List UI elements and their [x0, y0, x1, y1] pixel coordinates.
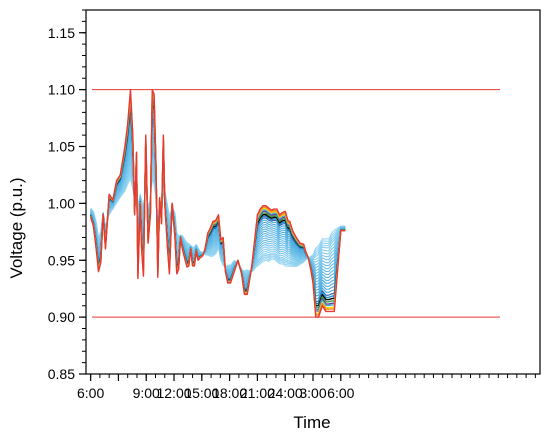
- x-tick-label: 6:00: [327, 385, 354, 401]
- y-tick-label: 1.00: [48, 195, 75, 211]
- reference-lines: [92, 89, 500, 318]
- y-tick-label: 1.15: [48, 25, 75, 41]
- y-tick-label: 0.90: [48, 309, 75, 325]
- x-tick-label: 6:00: [77, 385, 104, 401]
- x-tick-label: 15:00: [184, 385, 219, 401]
- y-tick-label: 0.95: [48, 252, 75, 268]
- y-tick-label: 1.05: [48, 139, 75, 155]
- x-tick-label: 12:00: [156, 385, 191, 401]
- series-line-28: [89, 88, 346, 318]
- x-tick-label: 9:00: [133, 385, 160, 401]
- y-tick-label: 0.85: [48, 366, 75, 382]
- series-layer: [89, 88, 346, 318]
- y-tick-label: 1.10: [48, 82, 75, 98]
- x-tick-label: 18:00: [212, 385, 247, 401]
- x-tick-label: 24:00: [268, 385, 303, 401]
- x-tick-label: 3:00: [299, 385, 326, 401]
- x-tick-label: 21:00: [240, 385, 275, 401]
- plot-frame: [85, 9, 541, 375]
- x-axis-title: Time: [293, 413, 330, 432]
- plot-border: [85, 9, 541, 375]
- y-axis: 0.85 0.90 0.95 1.00 1.05 1.10 1.15: [48, 9, 86, 382]
- y-axis-title: Voltage (p.u.): [7, 177, 26, 278]
